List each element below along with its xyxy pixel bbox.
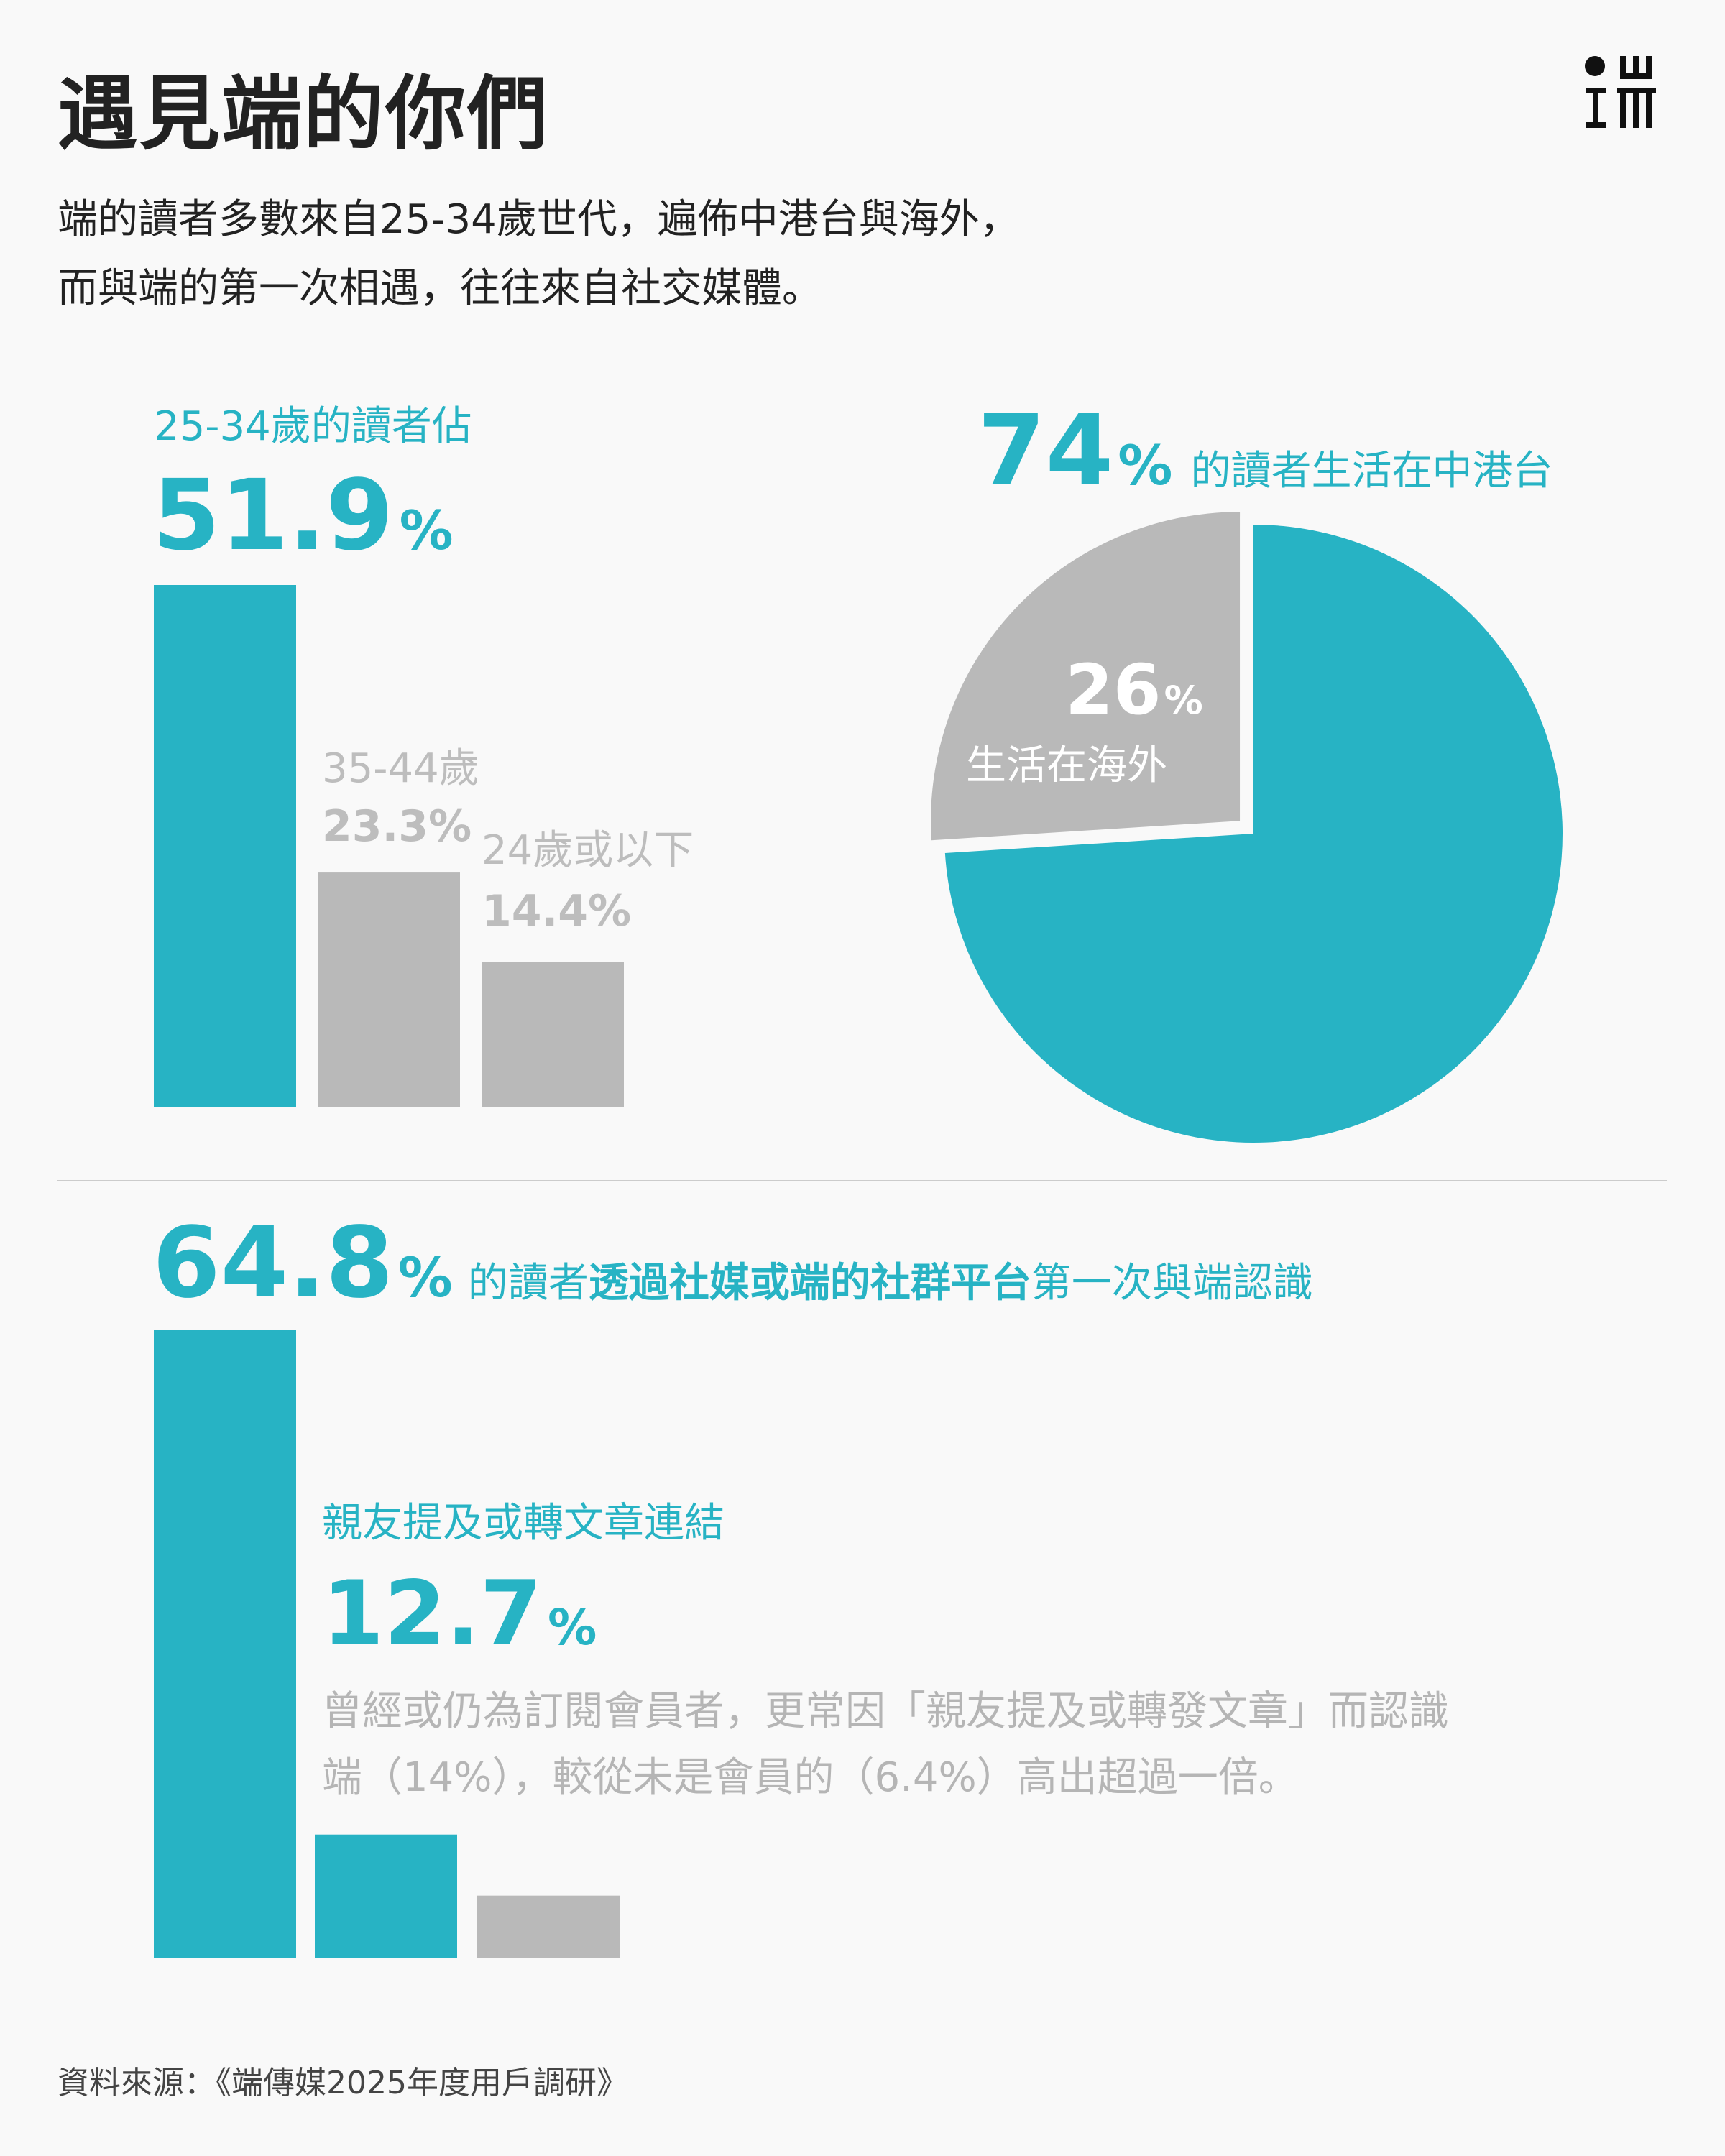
social-bar-chart xyxy=(154,1330,620,1958)
age-bar3-value: 14.4% xyxy=(482,886,632,936)
friends-pct: % xyxy=(547,1600,597,1657)
age-bar-25-34 xyxy=(154,585,296,1107)
social-bar-social-media xyxy=(154,1330,296,1958)
age-bar2-value: 23.3% xyxy=(322,801,472,852)
age-main-pct: % xyxy=(399,499,454,562)
social-text-prefix: 的讀者 xyxy=(467,1260,589,1307)
social-bar-friends xyxy=(315,1834,457,1958)
social-headline-pct: % xyxy=(397,1245,453,1309)
age-main-number: 51.9 xyxy=(152,459,394,573)
social-bar-nonmember xyxy=(477,1895,620,1958)
subtitle: 端的讀者多數來自25-34歲世代，遍佈中港台與海外， 而與端的第一次相遇，往往來… xyxy=(58,185,1020,323)
age-bar2-label: 35-44歲 xyxy=(322,745,479,792)
social-headline: 64.8% 的讀者透過社媒或端的社群平台第一次與端認識 xyxy=(152,1215,1313,1312)
pie-slice-greater-china xyxy=(944,525,1563,1143)
age-main-label: 25-34歲的讀者佔 xyxy=(154,403,472,450)
member-note-line-2: 端（14%），較從未是會員的（6.4%）高出超過一倍。 xyxy=(322,1754,1299,1801)
social-headline-number: 64.8 xyxy=(152,1207,394,1320)
overseas-value: 26% xyxy=(1065,650,1203,730)
region-headline: 74% 的讀者生活在中港台 xyxy=(978,402,1553,500)
region-headline-number: 74 xyxy=(978,395,1114,508)
social-text-bold: 透過社媒或端的社群平台 xyxy=(588,1260,1031,1307)
social-text-suffix: 第一次與端認識 xyxy=(1031,1260,1313,1307)
subtitle-line-1: 端的讀者多數來自25-34歲世代，遍佈中港台與海外， xyxy=(58,196,1020,243)
age-bar-35-44 xyxy=(318,872,460,1107)
section-divider xyxy=(58,1180,1668,1181)
member-note: 曾經或仍為訂閱會員者，更常因「親友提及或轉發文章」而認識 端（14%），較從未是… xyxy=(322,1679,1449,1811)
friends-number: 12.7 xyxy=(322,1562,542,1666)
friends-value: 12.7% xyxy=(322,1570,597,1659)
region-headline-pct: % xyxy=(1118,433,1173,497)
age-bar-under-24 xyxy=(482,962,624,1107)
age-bar-chart xyxy=(154,585,624,1107)
subtitle-line-2: 而與端的第一次相遇，往往來自社交媒體。 xyxy=(58,265,822,312)
overseas-label: 生活在海外 xyxy=(966,742,1167,789)
region-pie-chart xyxy=(931,512,1563,1143)
overseas-number: 26 xyxy=(1065,650,1162,730)
initium-logo-icon xyxy=(1585,56,1656,128)
age-main-value: 51.9% xyxy=(152,467,454,565)
region-headline-text: 的讀者生活在中港台 xyxy=(1190,448,1553,494)
age-bar3-label: 24歲或以下 xyxy=(482,827,694,874)
pie-slice-overseas xyxy=(931,512,1241,841)
data-source: 資料來源：《端傳媒2025年度用戶調研》 xyxy=(58,2065,628,2101)
member-note-line-1: 曾經或仍為訂閱會員者，更常因「親友提及或轉發文章」而認識 xyxy=(322,1688,1449,1735)
friends-label: 親友提及或轉文章連結 xyxy=(322,1500,724,1547)
overseas-pct: % xyxy=(1164,678,1203,723)
page-title: 遇見端的你們 xyxy=(58,68,549,161)
